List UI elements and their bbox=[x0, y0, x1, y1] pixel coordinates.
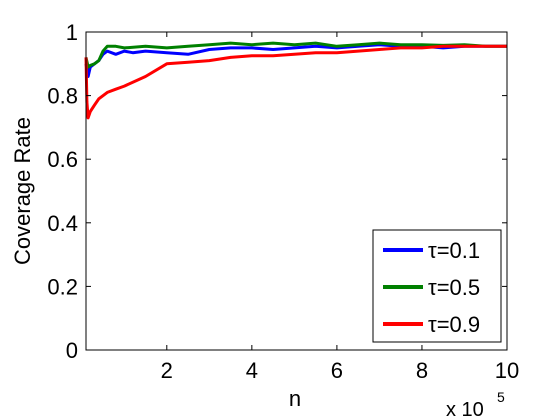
series-line-3 bbox=[84, 44, 507, 120]
x-multiplier-exponent: 5 bbox=[497, 389, 505, 405]
y-tick-label: 0.8 bbox=[47, 84, 78, 109]
x-axis-label: n bbox=[289, 386, 301, 411]
x-tick-label: 10 bbox=[495, 358, 519, 383]
y-tick-label: 0.2 bbox=[47, 274, 78, 299]
x-tick-label: 4 bbox=[246, 358, 258, 383]
x-tick-label: 2 bbox=[161, 358, 173, 383]
x-axis-multiplier: x 10 5 bbox=[446, 389, 505, 420]
y-tick-label: 0 bbox=[66, 338, 78, 363]
y-tick-label: 1 bbox=[66, 20, 78, 45]
ticks-layer: 2 4 6 8 10 0 0.2 0.4 0.6 0.8 1 bbox=[47, 20, 519, 383]
legend-label-3: τ=0.9 bbox=[428, 312, 480, 337]
x-multiplier-base: x 10 bbox=[446, 399, 484, 420]
y-tick-label: 0.6 bbox=[47, 147, 78, 172]
plot-frame bbox=[85, 31, 508, 351]
y-tick-label: 0.4 bbox=[47, 211, 78, 236]
y-axis-label: Coverage Rate bbox=[10, 117, 35, 265]
legend-label-2: τ=0.5 bbox=[428, 275, 480, 300]
series-layer bbox=[84, 41, 507, 120]
series-line-2 bbox=[84, 41, 507, 69]
legend: τ=0.1 τ=0.5 τ=0.9 bbox=[372, 229, 502, 343]
x-tick-label: 8 bbox=[416, 358, 428, 383]
x-tick-label: 6 bbox=[331, 358, 343, 383]
legend-label-1: τ=0.1 bbox=[428, 238, 480, 263]
